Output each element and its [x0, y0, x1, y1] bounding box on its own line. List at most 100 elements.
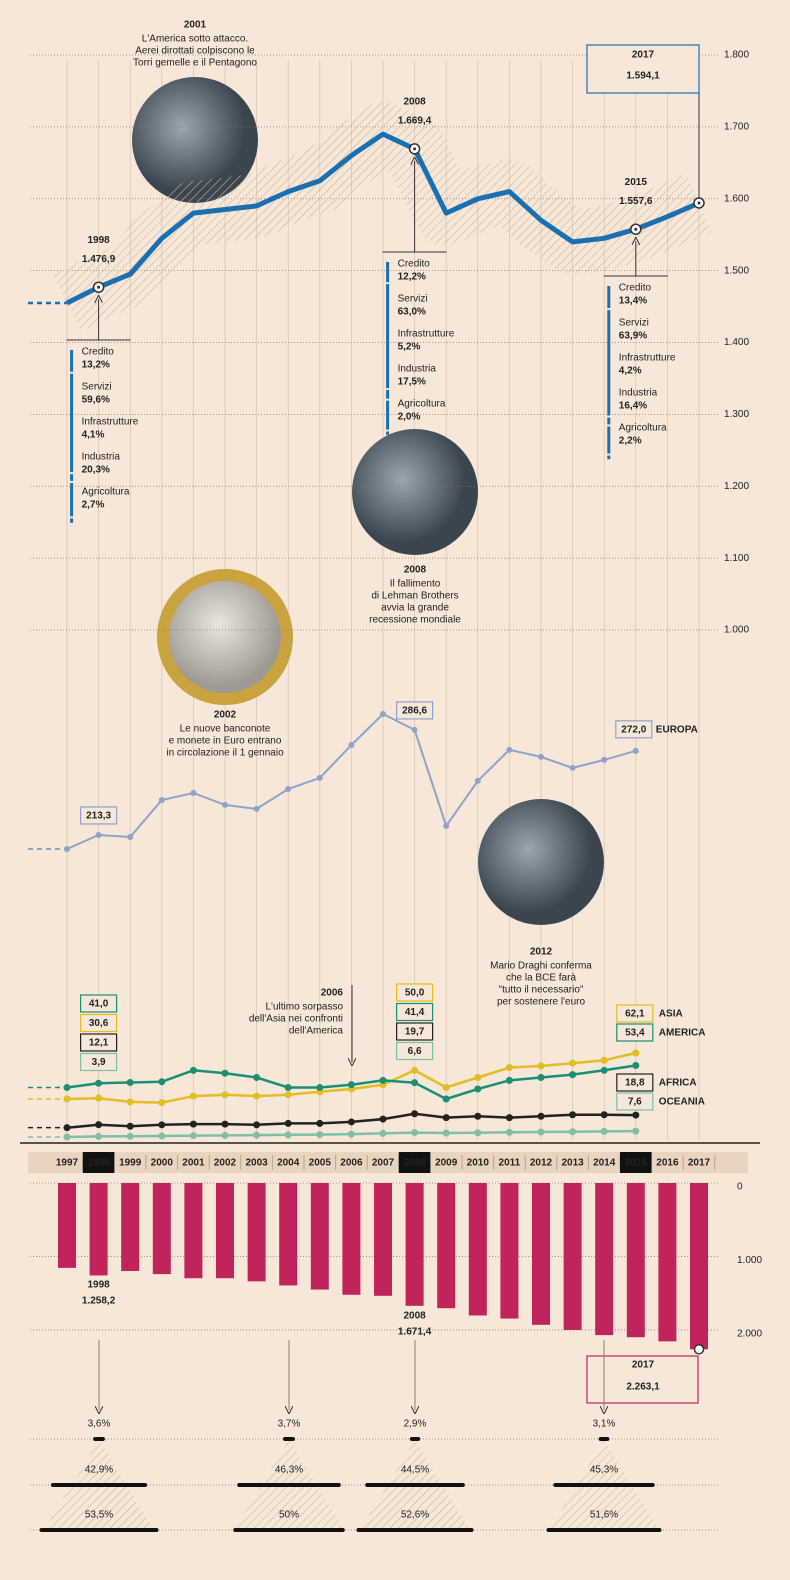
- point: [285, 1091, 292, 1098]
- x-tick-label: 1998: [87, 1158, 110, 1169]
- x-tick-label: 2001: [182, 1158, 205, 1169]
- bar: [437, 1183, 455, 1308]
- point: [411, 1079, 418, 1086]
- point: [569, 1128, 576, 1135]
- point-dot: [413, 147, 416, 150]
- stat-label: 51,6%: [590, 1510, 618, 1521]
- point: [95, 1080, 102, 1087]
- sector-value: 17,5%: [398, 377, 426, 388]
- point: [348, 742, 354, 748]
- stat-label: 3,7%: [278, 1419, 301, 1430]
- event-text: L'ultimo sorpasso: [266, 1002, 344, 1013]
- x-tick-label: 2013: [561, 1158, 584, 1169]
- series-label: AFRICA: [659, 1078, 697, 1089]
- sector-label: Industria: [82, 452, 121, 463]
- point: [158, 1099, 165, 1106]
- point: [253, 1121, 260, 1128]
- point: [253, 1132, 260, 1139]
- sector-value: 2,0%: [398, 412, 421, 423]
- point: [601, 1128, 608, 1135]
- event-text: Il fallimento: [390, 579, 441, 590]
- value-label: 3,9: [92, 1057, 106, 1068]
- sector-label: Infrastrutture: [619, 353, 676, 364]
- value-label: 30,6: [89, 1018, 109, 1029]
- value-label: 1.258,2: [82, 1296, 116, 1307]
- point: [190, 1067, 197, 1074]
- point: [64, 1124, 71, 1131]
- point: [601, 1111, 608, 1118]
- point: [64, 846, 70, 852]
- stat-label: 45,3%: [590, 1465, 618, 1476]
- stat-label: 2,9%: [404, 1419, 427, 1430]
- x-tick-label: 2015: [625, 1158, 648, 1169]
- year-label: 2015: [625, 177, 648, 188]
- point: [633, 748, 639, 754]
- point: [316, 1120, 323, 1127]
- x-tick-label: 2012: [530, 1158, 553, 1169]
- point: [222, 1132, 229, 1139]
- sector-value: 5,2%: [398, 342, 421, 353]
- point: [601, 757, 607, 763]
- stat-label: 42,9%: [85, 1465, 113, 1476]
- value-label: 286,6: [402, 706, 427, 717]
- point: [285, 786, 291, 792]
- series-label: ASIA: [659, 1009, 683, 1020]
- event-year: 2001: [184, 20, 207, 31]
- sector-label: Agricoltura: [82, 487, 130, 498]
- series-label: AMERICA: [659, 1028, 706, 1039]
- value-label: 1.557,6: [619, 196, 653, 207]
- event-text: di Lehman Brothers: [371, 591, 458, 602]
- point: [475, 778, 481, 784]
- value-label: 213,3: [86, 811, 111, 822]
- bar: [216, 1183, 234, 1278]
- point: [506, 1077, 513, 1084]
- sector-value: 16,4%: [619, 401, 647, 412]
- point-dot: [97, 286, 100, 289]
- value-label: 62,1: [625, 1009, 645, 1020]
- value-label: 50,0: [405, 988, 425, 999]
- point: [538, 1128, 545, 1135]
- value-label: 19,7: [405, 1027, 425, 1038]
- point: [348, 1081, 355, 1088]
- event-year: 2012: [530, 947, 553, 958]
- sector-value: 13,4%: [619, 296, 647, 307]
- stat-label: 46,3%: [275, 1465, 303, 1476]
- y-tick-label: 1.400: [724, 337, 749, 348]
- point: [127, 834, 133, 840]
- event-text: che la BCE farà: [506, 973, 576, 984]
- sector-value: 20,3%: [82, 465, 110, 476]
- point: [632, 1112, 639, 1119]
- x-tick-label: 2008: [403, 1158, 426, 1169]
- sector-value: 63,0%: [398, 307, 426, 318]
- event-text: "tutto il necessario": [499, 985, 584, 996]
- sector-label: Servizi: [82, 382, 112, 393]
- bar: [595, 1183, 613, 1335]
- year-label: 2017: [632, 50, 655, 61]
- y-tick-label: 1.000: [737, 1255, 762, 1266]
- point: [64, 1134, 71, 1141]
- value-label: 18,8: [625, 1078, 645, 1089]
- x-tick-label: 1999: [119, 1158, 142, 1169]
- sector-label: Credito: [619, 283, 652, 294]
- value-label: 272,0: [621, 724, 646, 735]
- point: [64, 1096, 71, 1103]
- x-tick-label: 2009: [435, 1158, 458, 1169]
- bar: [690, 1183, 708, 1349]
- point: [411, 1110, 418, 1117]
- x-tick-label: 2000: [151, 1158, 174, 1169]
- point: [127, 1098, 134, 1105]
- y-tick-label: 1.100: [724, 553, 749, 564]
- point: [348, 1131, 355, 1138]
- point: [601, 1067, 608, 1074]
- point: [506, 747, 512, 753]
- point: [569, 1071, 576, 1078]
- event-text: dell'America: [289, 1026, 344, 1037]
- point: [538, 754, 544, 760]
- point-dot: [634, 228, 637, 231]
- point: [443, 1114, 450, 1121]
- bar: [532, 1183, 550, 1325]
- point: [474, 1074, 481, 1081]
- sector-label: Credito: [82, 347, 115, 358]
- sector-label: Servizi: [619, 318, 649, 329]
- event-text: dell'Asia nei confronti: [249, 1014, 343, 1025]
